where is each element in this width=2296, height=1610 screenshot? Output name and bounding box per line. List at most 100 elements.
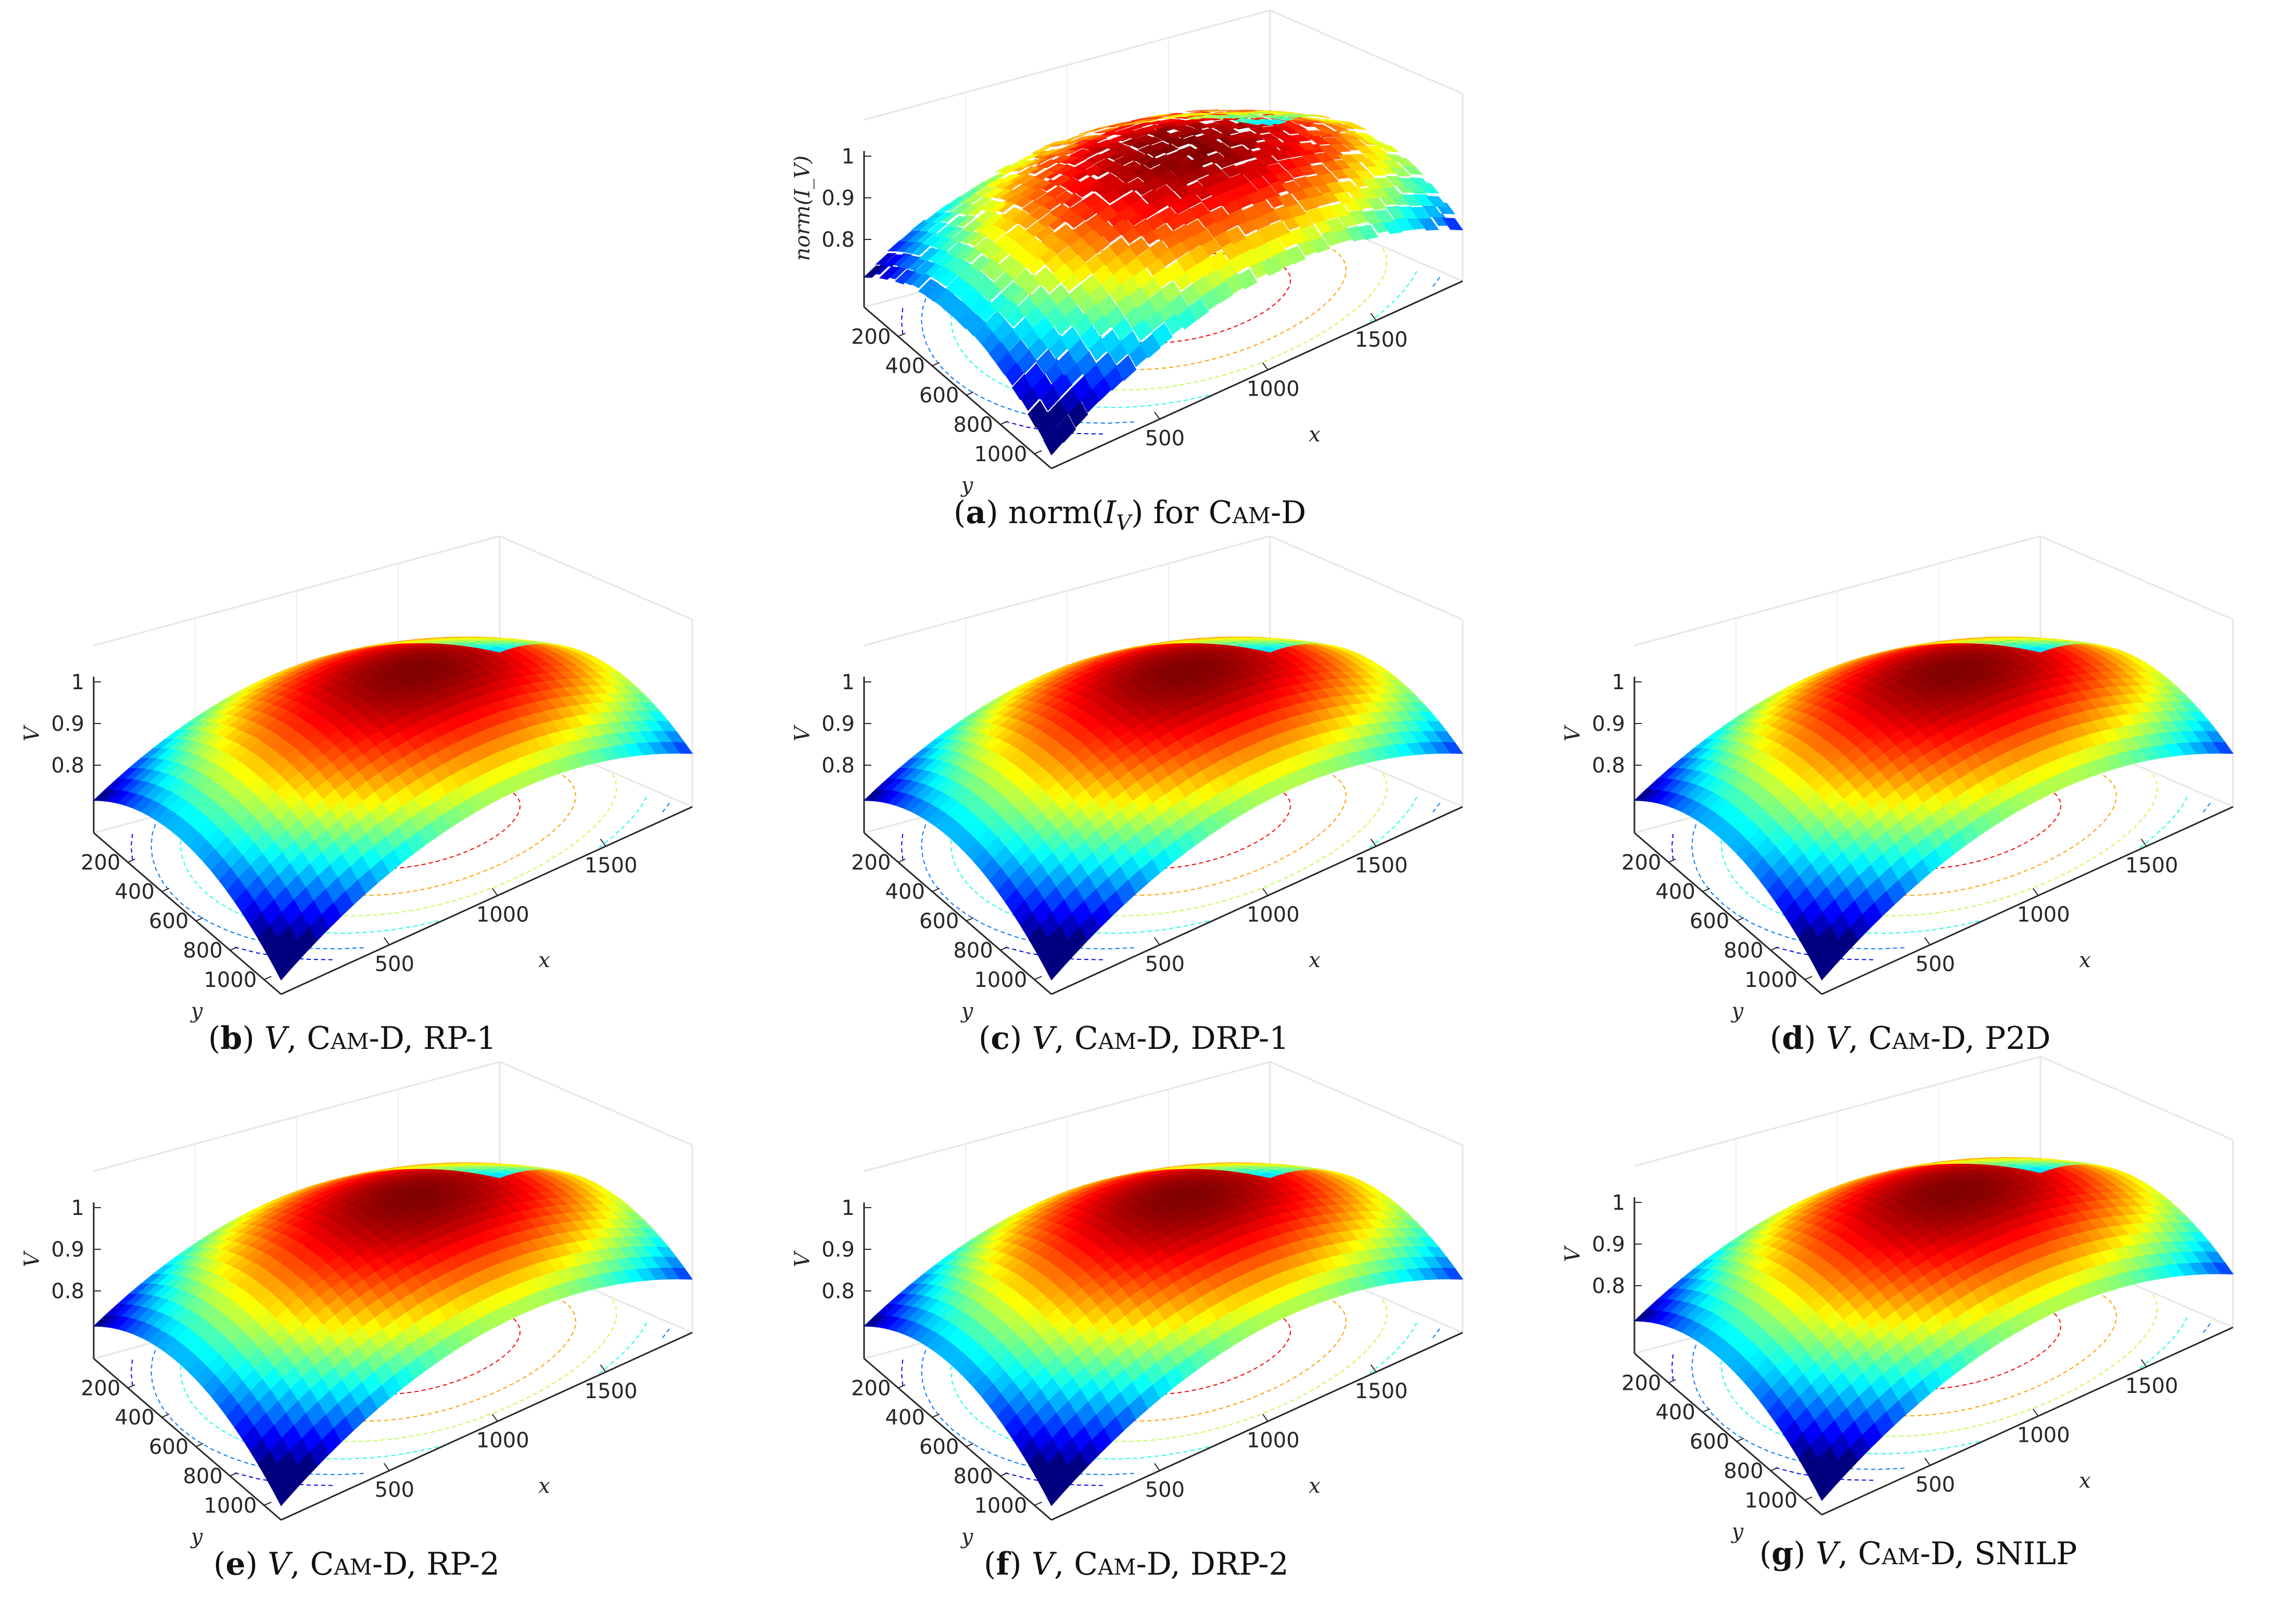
surface-patch bbox=[1314, 118, 1335, 122]
x-tick-label: 1500 bbox=[585, 1379, 638, 1403]
surface-patch bbox=[1029, 286, 1050, 308]
surface-patch bbox=[1217, 128, 1239, 135]
y-tick-label: 600 bbox=[1690, 909, 1729, 933]
y-tick-label: 200 bbox=[851, 851, 891, 874]
caption-d: (d) V, Cam-D, P2D bbox=[1770, 1020, 2051, 1057]
z-axis-ticks: 0.80.91 bbox=[821, 145, 871, 252]
surface-plot-c: 0.8 0.9 1 V 200 400 600 800 1000 y 500 1000 1500 x bbox=[770, 535, 1499, 1057]
x-tick-mark bbox=[491, 1413, 498, 1422]
x-tick-mark bbox=[600, 1364, 606, 1373]
z-tick-label: 0.8 bbox=[821, 228, 855, 252]
x-axis-line bbox=[1821, 806, 2234, 995]
surface-patch bbox=[1180, 284, 1201, 306]
y-axis-label: y bbox=[960, 999, 974, 1023]
y-tick-mark bbox=[966, 917, 974, 922]
surface-patch bbox=[1301, 225, 1323, 242]
y-tick-mark bbox=[195, 1443, 204, 1448]
surface-patch bbox=[894, 269, 916, 285]
surface-patch bbox=[1185, 181, 1207, 196]
surface-patch bbox=[1043, 140, 1063, 148]
surface-patch bbox=[1202, 110, 1223, 112]
caption-e: (e) V, Cam-D, RP-2 bbox=[213, 1546, 500, 1582]
surface-mesh bbox=[93, 1162, 693, 1506]
y-tick-mark bbox=[1668, 858, 1676, 863]
x-tick-mark bbox=[384, 1463, 390, 1471]
y-tick-label: 600 bbox=[919, 909, 959, 933]
surface-patch bbox=[914, 260, 936, 276]
y-tick-mark bbox=[1000, 946, 1008, 951]
surface-patch bbox=[1209, 250, 1230, 271]
surface-patch bbox=[970, 197, 992, 208]
surface-patch bbox=[1333, 191, 1355, 205]
surface-patch bbox=[1031, 146, 1051, 154]
z-axis-ticks: 0.80.91 bbox=[51, 670, 101, 778]
x-tick-mark bbox=[1154, 411, 1160, 420]
y-tick-label: 600 bbox=[149, 909, 188, 933]
surface-patch bbox=[1209, 206, 1231, 223]
x-tick-mark bbox=[1370, 839, 1377, 847]
contour-line bbox=[921, 1328, 1440, 1475]
surface-patch bbox=[1125, 178, 1147, 192]
x-tick-mark bbox=[1154, 937, 1160, 945]
z-axis-label: V bbox=[20, 724, 44, 741]
surface-patch bbox=[907, 231, 929, 243]
surface-patch bbox=[1128, 237, 1150, 257]
surface-patch bbox=[1221, 123, 1244, 130]
surface-patch bbox=[961, 288, 983, 308]
y-tick-label: 1000 bbox=[974, 442, 1027, 466]
surface-patch bbox=[1140, 333, 1161, 359]
surface-patch bbox=[1177, 146, 1199, 157]
z-tick-label: 0.8 bbox=[51, 754, 84, 778]
box-back-edge bbox=[864, 9, 1463, 121]
surface-patch bbox=[1015, 160, 1035, 168]
surface-plot-a-svg: 0.80.91norm(I_V)2004006008001000y5001000… bbox=[791, 9, 1464, 498]
x-axis-label: x bbox=[1309, 423, 1321, 447]
surface-patch bbox=[1158, 119, 1179, 123]
z-axis-ticks: 0.80.91 bbox=[1592, 670, 1642, 778]
surface-patch bbox=[1018, 166, 1040, 175]
surface-patch bbox=[946, 215, 968, 228]
x-tick-mark bbox=[1262, 362, 1268, 371]
x-axis-line bbox=[1051, 806, 1463, 995]
x-tick-mark bbox=[491, 888, 498, 896]
surface-patch bbox=[1349, 154, 1372, 162]
y-tick-label: 800 bbox=[953, 413, 993, 437]
surface-patch bbox=[1068, 339, 1089, 364]
y-tick-label: 600 bbox=[149, 1435, 188, 1459]
y-tick-label: 200 bbox=[1621, 851, 1661, 874]
surface-mesh bbox=[93, 637, 693, 981]
surface-patch bbox=[1213, 119, 1236, 125]
surface-patch bbox=[1109, 237, 1130, 257]
x-axis-label: x bbox=[538, 1474, 550, 1498]
surface-patch bbox=[1442, 218, 1464, 231]
surface-patch bbox=[1033, 267, 1054, 287]
z-tick-label: 1 bbox=[1612, 670, 1625, 694]
surface-patch bbox=[1265, 163, 1287, 175]
surface-patch bbox=[983, 174, 1004, 183]
surface-plot-b: 0.8 0.9 1 V 200 400 600 800 1000 y 500 1000 1500 x bbox=[0, 535, 729, 1057]
surface-patch bbox=[1245, 159, 1267, 171]
surface-patch bbox=[1013, 269, 1034, 289]
surface-patch bbox=[1426, 195, 1448, 207]
surface-patch bbox=[1169, 124, 1192, 131]
y-tick-mark bbox=[898, 858, 906, 863]
surface-patch bbox=[997, 255, 1019, 273]
surface-patch bbox=[1081, 274, 1102, 296]
surface-patch bbox=[1212, 281, 1234, 303]
contour-line bbox=[921, 803, 1440, 949]
surface-patch bbox=[1289, 156, 1311, 168]
surface-patch bbox=[1097, 172, 1119, 186]
surface-patch bbox=[1225, 226, 1246, 245]
surface-patch bbox=[1008, 339, 1030, 364]
z-axis-label: V bbox=[791, 724, 815, 741]
surface-patch bbox=[1229, 145, 1251, 156]
z-tick-label: 1 bbox=[842, 145, 855, 169]
y-axis-line bbox=[864, 832, 1052, 995]
surface-patch bbox=[918, 247, 940, 262]
surface-patch bbox=[1274, 116, 1295, 121]
surface-patch bbox=[1289, 134, 1311, 142]
surface-patch bbox=[2027, 646, 2050, 653]
